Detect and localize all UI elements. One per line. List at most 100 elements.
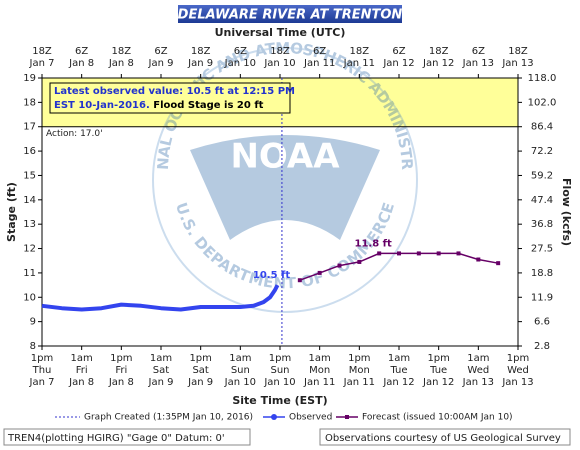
x2-tick-label: Jan 7 bbox=[29, 58, 55, 69]
x2-tick-label: Jan 9 bbox=[148, 58, 174, 69]
y2-tick-label: 18.8 bbox=[531, 268, 553, 279]
x-tick-label: 1am bbox=[388, 353, 410, 364]
y-tick-label: 15 bbox=[23, 170, 36, 181]
forecast-point bbox=[397, 251, 401, 256]
legend-label: Observed bbox=[289, 413, 332, 423]
x2-tick-label: Jan 13 bbox=[462, 58, 494, 69]
y2-tick-label: 102.0 bbox=[528, 97, 557, 108]
y2-tick-label: 11.9 bbox=[531, 292, 553, 303]
logo-name: NOAA bbox=[230, 137, 340, 177]
forecast-point bbox=[337, 263, 342, 268]
footer-box bbox=[319, 428, 571, 446]
y-axis-label: Stage (ft) bbox=[5, 182, 18, 242]
x-tick-label: Jan 10 bbox=[224, 377, 256, 388]
footer-left: TREN4(plotting HGIRG) "Gage 0" Datum: 0' bbox=[7, 433, 225, 444]
y-tick-label: 16 bbox=[23, 146, 36, 157]
x2-tick-label: 6Z bbox=[313, 46, 326, 57]
x2-tick-label: 18Z bbox=[350, 46, 370, 57]
annotation-line: EST 10-Jan-2016. bbox=[54, 100, 150, 111]
x2-tick-label: 18Z bbox=[112, 46, 132, 57]
x-tick-label: Jan 10 bbox=[263, 377, 295, 388]
x-tick-label: 1pm bbox=[31, 353, 53, 364]
x2-tick-label: Jan 10 bbox=[224, 58, 256, 69]
y-tick-label: 12 bbox=[23, 244, 36, 255]
x-tick-label: Thu bbox=[32, 365, 52, 376]
x2-tick-label: 6Z bbox=[75, 46, 88, 57]
x2-tick-label: Jan 11 bbox=[343, 58, 375, 69]
annotation: Latest observed value: 10.5 ft at 12:15 … bbox=[54, 86, 295, 97]
x2-tick-label: 6Z bbox=[234, 46, 247, 57]
x2-tick-label: Jan 9 bbox=[187, 58, 213, 69]
x-tick-label: 1am bbox=[150, 353, 172, 364]
y-tick-label: 17 bbox=[23, 122, 36, 133]
legend-label: Graph Created (1:35PM Jan 10, 2016) bbox=[84, 413, 253, 423]
legend-marker bbox=[345, 415, 349, 419]
y2-tick-label: 27.5 bbox=[531, 244, 553, 255]
x-tick-label: Jan 12 bbox=[422, 377, 454, 388]
legend-label: Forecast (issued 10:00AM Jan 10) bbox=[362, 413, 513, 423]
x-tick-label: 1am bbox=[229, 353, 251, 364]
x2-tick-label: 18Z bbox=[32, 46, 52, 57]
x-tick-label: Jan 13 bbox=[462, 377, 494, 388]
y-tick-label: 11 bbox=[23, 268, 36, 279]
logo-ring bbox=[152, 47, 418, 313]
x-tick-label: 1pm bbox=[189, 353, 211, 364]
x-tick-label: Wed bbox=[507, 365, 529, 376]
y-tick-label: 10 bbox=[23, 292, 36, 303]
forecast-point bbox=[476, 257, 481, 262]
forecast-point bbox=[416, 251, 421, 256]
chart-title: DELAWARE RIVER AT TRENTON bbox=[178, 8, 403, 23]
y-tick-label: 8 bbox=[30, 341, 36, 352]
y-tick-label: 9 bbox=[30, 317, 36, 328]
x-tick-label: Jan 13 bbox=[501, 377, 533, 388]
x-tick-label: 1pm bbox=[348, 353, 370, 364]
x-tick-label: Mon bbox=[349, 365, 370, 376]
y2-tick-label: 6.6 bbox=[534, 317, 550, 328]
x-tick-label: 1pm bbox=[427, 353, 449, 364]
x2-tick-label: Jan 11 bbox=[303, 58, 335, 69]
x2-tick-label: Jan 12 bbox=[382, 58, 414, 69]
x-tick-label: Sun bbox=[270, 365, 289, 376]
x2-tick-label: Jan 12 bbox=[422, 58, 454, 69]
x-tick-label: Jan 8 bbox=[108, 377, 134, 388]
annotation-box bbox=[49, 82, 291, 114]
x-tick-label: Sun bbox=[231, 365, 250, 376]
x2-tick-label: Jan 8 bbox=[68, 58, 94, 69]
y2-tick-label: 118.0 bbox=[528, 73, 557, 84]
x-tick-label: Jan 8 bbox=[68, 377, 94, 388]
forecast-point bbox=[436, 251, 441, 256]
forecast-point bbox=[377, 251, 382, 256]
x-tick-label: 1am bbox=[309, 353, 331, 364]
x2-tick-label: 18Z bbox=[508, 46, 528, 57]
data-label: 10.5 ft bbox=[253, 270, 291, 281]
title-bar bbox=[178, 5, 402, 23]
x-tick-label: 1pm bbox=[507, 353, 529, 364]
observed-line bbox=[41, 284, 280, 312]
y-tick-label: 19 bbox=[23, 73, 36, 84]
x-tick-label: Tue bbox=[429, 365, 447, 376]
x2-tick-label: 18Z bbox=[429, 46, 449, 57]
forecast-point bbox=[317, 270, 322, 275]
y2-tick-label: 59.2 bbox=[531, 170, 553, 181]
x-tick-label: Jan 11 bbox=[343, 377, 375, 388]
x2-tick-label: 6Z bbox=[472, 46, 485, 57]
x2-tick-label: 6Z bbox=[154, 46, 167, 57]
x2-tick-label: Jan 13 bbox=[501, 58, 533, 69]
x2-tick-label: 18Z bbox=[270, 46, 290, 57]
y2-tick-label: 72.2 bbox=[531, 146, 553, 157]
logo-bird bbox=[190, 135, 380, 240]
legend-marker bbox=[271, 414, 277, 420]
forecast-point bbox=[496, 261, 501, 266]
forecast-point bbox=[357, 259, 362, 264]
y-tick-label: 13 bbox=[23, 219, 36, 230]
y2-axis-label: Flow (kcfs) bbox=[560, 178, 573, 246]
x-tick-label: 1am bbox=[71, 353, 93, 364]
footer-right: Observations courtesy of US Geological S… bbox=[325, 433, 561, 444]
action-label: Action: 17.0' bbox=[46, 129, 103, 139]
forecast-point bbox=[297, 278, 302, 283]
x2-tick-label: 18Z bbox=[191, 46, 211, 57]
y-tick-label: 18 bbox=[23, 97, 36, 108]
x-tick-label: 1pm bbox=[110, 353, 132, 364]
y2-tick-label: 2.8 bbox=[534, 341, 550, 352]
